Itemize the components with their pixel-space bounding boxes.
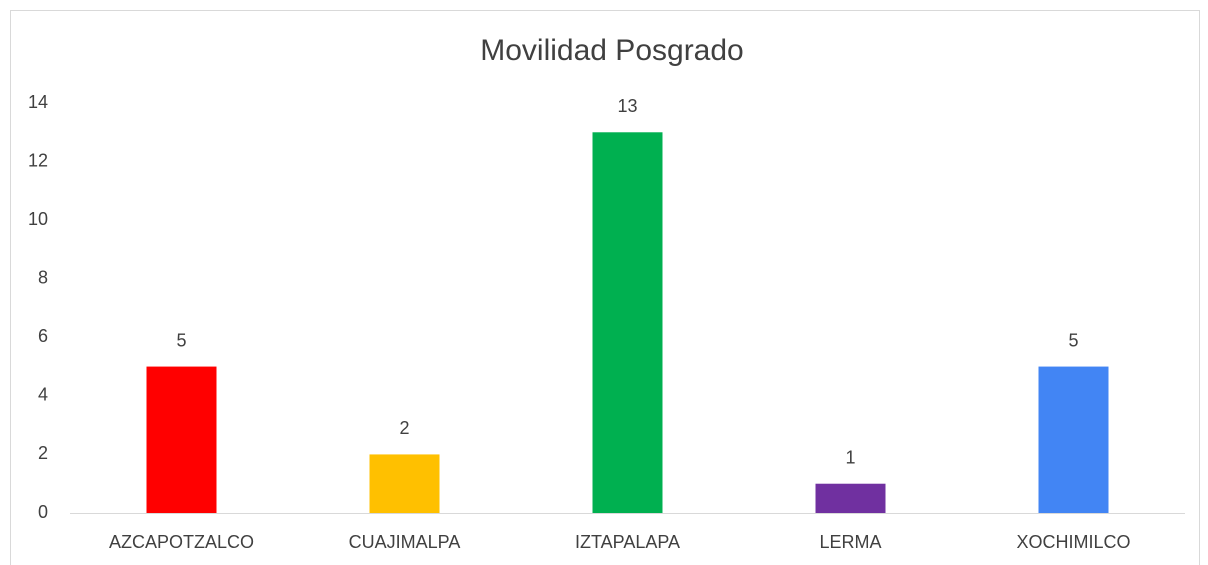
y-tick-label: 0 (38, 502, 48, 522)
x-tick-label: CUAJIMALPA (349, 532, 461, 552)
y-tick-label: 10 (28, 209, 48, 229)
data-label: 1 (845, 447, 855, 467)
y-tick-label: 12 (28, 150, 48, 170)
chart-title: Movilidad Posgrado (480, 34, 743, 67)
data-label: 13 (617, 96, 637, 116)
bar (815, 483, 886, 513)
data-label: 5 (1068, 330, 1078, 350)
chart-border (10, 10, 1200, 565)
bar (592, 132, 663, 514)
x-tick-label: IZTAPALAPA (575, 532, 680, 552)
y-tick-label: 4 (38, 385, 48, 405)
y-tick-label: 2 (38, 443, 48, 463)
y-tick-label: 6 (38, 326, 48, 346)
data-label: 5 (176, 330, 186, 350)
bar (146, 366, 217, 513)
x-tick-label: LERMA (819, 532, 881, 552)
y-tick-label: 8 (38, 267, 48, 287)
x-tick-label: AZCAPOTZALCO (109, 532, 254, 552)
bar (1038, 366, 1109, 513)
data-label: 2 (399, 418, 409, 438)
bar (369, 454, 440, 513)
x-tick-label: XOCHIMILCO (1016, 532, 1130, 552)
y-tick-label: 14 (28, 92, 48, 112)
